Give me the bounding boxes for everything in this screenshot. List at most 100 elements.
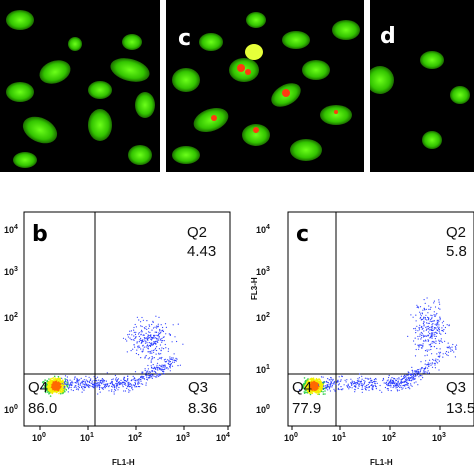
event-dot <box>151 329 153 331</box>
event-dot <box>130 350 132 352</box>
event-dot <box>416 372 418 374</box>
event-dot <box>424 317 426 319</box>
event-dot <box>327 378 329 380</box>
event-dot <box>148 327 150 329</box>
event-dot <box>390 386 392 388</box>
event-dot <box>422 322 424 325</box>
event-dot <box>127 336 129 338</box>
event-dot <box>431 353 433 355</box>
event-dot <box>351 381 353 383</box>
event-dot <box>51 389 53 392</box>
event-dot <box>95 377 97 380</box>
event-dot <box>311 389 314 391</box>
event-dot <box>155 373 157 375</box>
event-dot <box>150 338 152 340</box>
event-dot <box>145 346 147 348</box>
event-dot <box>179 364 181 366</box>
event-dot <box>356 382 358 384</box>
event-dot <box>442 356 444 358</box>
event-dot <box>403 374 406 376</box>
event-dot <box>93 383 95 385</box>
event-dot <box>149 376 151 378</box>
event-dot <box>364 380 366 382</box>
event-dot <box>358 384 360 386</box>
event-dot <box>355 384 357 386</box>
event-dot <box>423 325 425 327</box>
plot-b-dots <box>41 315 184 397</box>
event-dot <box>435 358 437 360</box>
event-dot <box>344 379 346 381</box>
event-dot <box>403 384 405 386</box>
event-dot <box>145 332 147 334</box>
event-dot <box>434 362 436 365</box>
event-dot <box>427 328 429 330</box>
plot-b-q3-label: Q3 <box>188 379 209 396</box>
event-dot <box>115 382 117 384</box>
event-dot <box>365 388 367 391</box>
event-dot <box>66 386 69 388</box>
event-dot <box>60 384 63 387</box>
event-dot <box>439 348 441 350</box>
event-dot <box>312 385 314 388</box>
event-dot <box>143 327 145 329</box>
event-dot <box>52 377 55 379</box>
event-dot <box>164 364 166 366</box>
event-dot <box>431 326 433 329</box>
event-dot <box>140 321 142 323</box>
event-dot <box>177 365 179 367</box>
event-dot <box>53 375 56 378</box>
event-dot <box>305 388 308 391</box>
event-dot <box>59 378 61 380</box>
event-dot <box>49 390 52 393</box>
event-dot <box>402 387 404 389</box>
event-dot <box>318 384 320 386</box>
event-dot <box>314 383 316 385</box>
event-dot <box>67 383 69 385</box>
event-dot <box>174 336 176 338</box>
event-dot <box>44 379 46 381</box>
event-dot <box>82 383 84 385</box>
event-dot <box>159 357 161 359</box>
event-dot <box>423 299 425 301</box>
event-dot <box>431 329 433 332</box>
event-dot <box>427 372 429 374</box>
event-dot <box>437 322 439 324</box>
event-dot <box>163 348 165 350</box>
event-dot <box>417 335 419 338</box>
event-dot <box>431 366 434 368</box>
event-dot <box>428 317 430 319</box>
event-dot <box>72 389 74 392</box>
event-dot <box>422 377 424 379</box>
event-dot <box>75 382 77 384</box>
event-dot <box>417 344 419 346</box>
event-dot <box>415 348 417 351</box>
event-dot <box>159 328 161 331</box>
event-dot <box>312 390 315 393</box>
event-dot <box>83 379 85 381</box>
event-dot <box>429 329 431 331</box>
event-dot <box>322 388 324 390</box>
event-dot <box>141 331 143 333</box>
event-dot <box>69 384 71 386</box>
event-dot <box>363 384 365 386</box>
event-dot <box>350 382 352 384</box>
event-dot <box>441 329 444 332</box>
event-dot <box>405 387 407 389</box>
event-dot <box>410 373 412 375</box>
event-dot <box>156 340 158 342</box>
event-dot <box>83 389 85 391</box>
event-dot <box>357 387 359 389</box>
event-dot <box>108 385 110 387</box>
event-dot <box>358 385 360 387</box>
event-dot <box>322 381 324 383</box>
event-dot <box>426 326 428 328</box>
event-dot <box>51 385 53 388</box>
event-dot <box>149 352 151 354</box>
event-dot <box>407 374 410 376</box>
event-dot <box>134 378 136 380</box>
event-dot <box>376 382 378 384</box>
event-dot <box>176 358 178 360</box>
event-dot <box>159 373 161 376</box>
event-dot <box>434 333 436 335</box>
